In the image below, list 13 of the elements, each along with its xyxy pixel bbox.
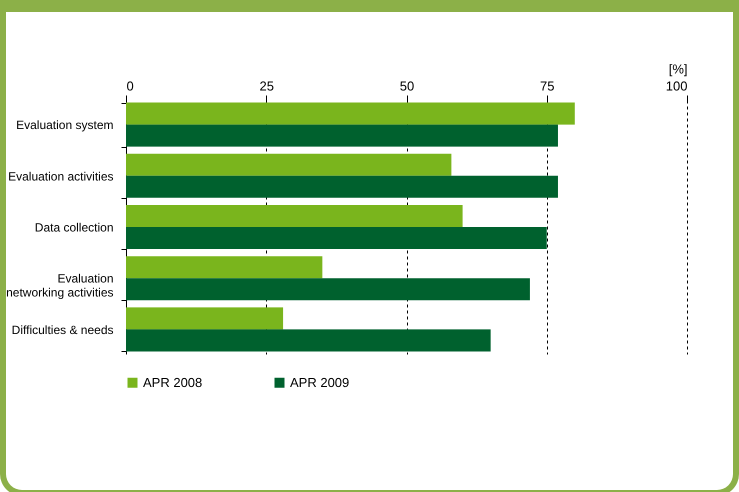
y-tick-label: Evaluation networking activities [6, 272, 114, 300]
x-tick-label: 25 [260, 78, 274, 94]
legend-label: APR 2009 [290, 374, 350, 390]
y-tick-label: Data collection [34, 220, 114, 234]
legend-label: APR 2008 [143, 374, 202, 390]
y-tick-label: Evaluation system [16, 118, 114, 132]
x-axis-title: [%] [668, 62, 688, 76]
y-tick-label: Difficulties & needs [12, 322, 114, 337]
x-tick-label: 100 [666, 78, 688, 94]
x-tick-label: 0 [126, 78, 134, 94]
x-tick-label: 75 [540, 78, 554, 94]
y-tick-label: Evaluation activities [8, 169, 114, 184]
x-tick-label: 50 [400, 78, 414, 94]
